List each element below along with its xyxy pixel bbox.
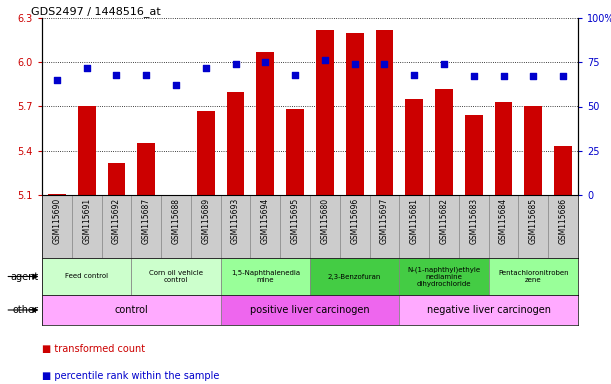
Text: positive liver carcinogen: positive liver carcinogen (250, 305, 370, 315)
Point (231, 61, 241, 67)
Bar (400, 258, 489, 295)
Point (52, 77, 62, 83)
Point (201, 65, 211, 71)
Bar (221, 258, 310, 295)
Point (499, 73, 508, 79)
Text: GSM115680: GSM115680 (320, 198, 329, 244)
Bar (405, 99, 423, 195)
Bar (554, 146, 572, 195)
Text: GSM115695: GSM115695 (291, 198, 299, 244)
Text: GSM115685: GSM115685 (529, 198, 538, 244)
Text: Corn oil vehicle
control: Corn oil vehicle control (149, 270, 203, 283)
Text: Pentachloronitroben
zene: Pentachloronitroben zene (498, 270, 569, 283)
Text: GSM115684: GSM115684 (499, 198, 508, 244)
Text: agent: agent (11, 271, 39, 281)
Bar (197, 111, 214, 195)
Point (260, 59, 270, 65)
Text: GSM115697: GSM115697 (380, 198, 389, 244)
Point (290, 71, 300, 78)
Bar (316, 30, 334, 195)
Point (171, 82, 181, 88)
Text: 2,3-Benzofuran: 2,3-Benzofuran (328, 273, 381, 280)
Point (439, 61, 449, 67)
Text: ■ percentile rank within the sample: ■ percentile rank within the sample (42, 371, 219, 381)
Bar (400, 295, 578, 325)
Point (558, 73, 568, 79)
Point (409, 71, 419, 78)
Bar (227, 92, 244, 195)
Bar (42, 258, 131, 295)
Point (529, 73, 538, 79)
Bar (131, 258, 221, 295)
Point (141, 71, 151, 78)
Bar (495, 102, 513, 195)
Text: GSM115689: GSM115689 (201, 198, 210, 244)
Text: Feed control: Feed control (65, 273, 108, 280)
Text: GSM115692: GSM115692 (112, 198, 121, 244)
Text: GSM115694: GSM115694 (261, 198, 270, 244)
Text: GSM115683: GSM115683 (469, 198, 478, 244)
Text: GSM115681: GSM115681 (410, 198, 419, 244)
Bar (257, 52, 274, 195)
Bar (310, 258, 400, 295)
Bar (137, 143, 155, 195)
Point (112, 71, 122, 78)
Text: GSM115691: GSM115691 (82, 198, 91, 244)
Text: GSM115688: GSM115688 (172, 198, 180, 244)
Text: GSM115693: GSM115693 (231, 198, 240, 244)
Text: other: other (13, 305, 39, 315)
Text: N-(1-naphthyl)ethyle
nediamine
dihydrochloride: N-(1-naphthyl)ethyle nediamine dihydroch… (408, 266, 481, 287)
Point (469, 73, 478, 79)
Text: ■ transformed count: ■ transformed count (42, 344, 145, 354)
Point (82, 65, 92, 71)
Bar (48, 194, 66, 195)
Bar (42, 295, 221, 325)
Text: GSM115687: GSM115687 (142, 198, 151, 244)
Bar (78, 106, 95, 195)
Bar (376, 30, 393, 195)
Point (379, 61, 389, 67)
Text: control: control (114, 305, 148, 315)
Bar (435, 89, 453, 195)
Bar (346, 33, 364, 195)
Text: GSM115690: GSM115690 (53, 198, 61, 244)
Bar (221, 295, 400, 325)
Bar (489, 258, 578, 295)
Point (320, 58, 330, 64)
Text: negative liver carcinogen: negative liver carcinogen (426, 305, 551, 315)
Text: GSM115696: GSM115696 (350, 198, 359, 244)
Text: GSM115686: GSM115686 (558, 198, 568, 244)
Bar (108, 162, 125, 195)
Point (349, 61, 359, 67)
Bar (524, 106, 543, 195)
Text: GSM115682: GSM115682 (439, 198, 448, 244)
Text: GDS2497 / 1448516_at: GDS2497 / 1448516_at (31, 6, 161, 17)
Text: 1,5-Naphthalenedia
mine: 1,5-Naphthalenedia mine (231, 270, 300, 283)
Bar (465, 115, 483, 195)
Bar (286, 109, 304, 195)
